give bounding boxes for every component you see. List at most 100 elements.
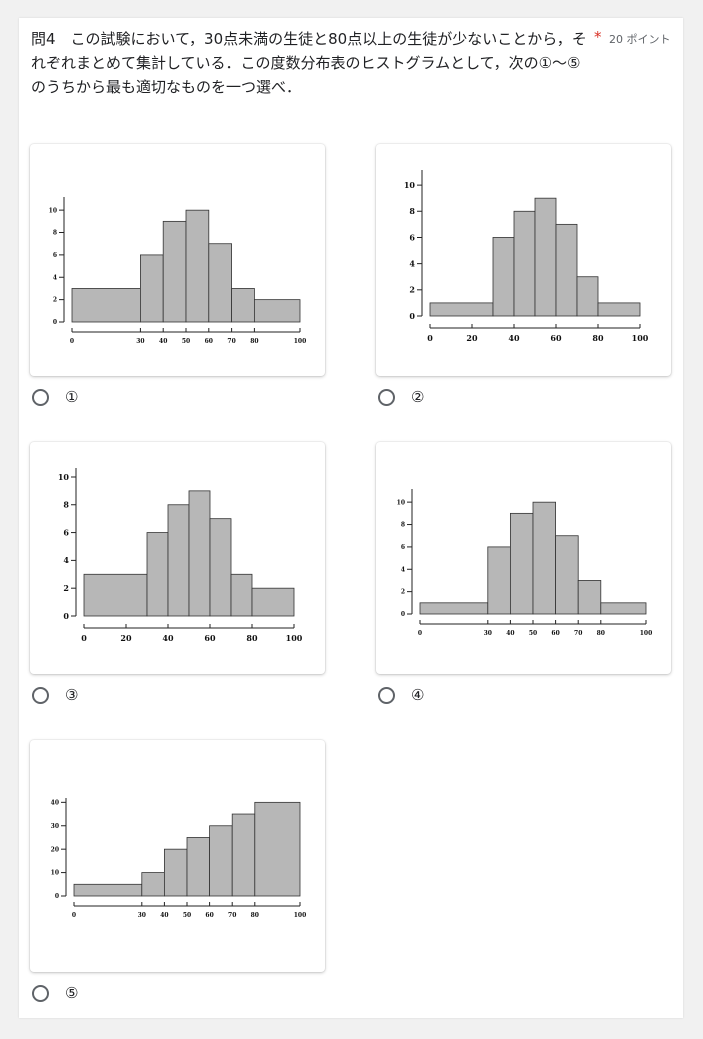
x-tick-label: 30 bbox=[484, 630, 492, 637]
radio-button[interactable] bbox=[378, 687, 395, 704]
histogram-bar bbox=[576, 276, 599, 317]
x-tick-label: 100 bbox=[286, 633, 303, 643]
y-tick-label: 2 bbox=[63, 583, 69, 593]
x-tick-label: 60 bbox=[205, 338, 213, 345]
x-tick-label: 60 bbox=[205, 912, 213, 919]
option-label: ⑤ bbox=[65, 984, 79, 1002]
x-tick-label: 50 bbox=[529, 630, 537, 637]
y-tick-label: 0 bbox=[55, 893, 59, 900]
radio-button[interactable] bbox=[32, 985, 49, 1002]
radio-button[interactable] bbox=[378, 389, 395, 406]
histogram-bar bbox=[71, 288, 141, 323]
x-tick-label: 80 bbox=[250, 338, 258, 345]
y-tick-label: 0 bbox=[53, 319, 57, 326]
x-tick-label: 50 bbox=[183, 912, 191, 919]
histogram-bar bbox=[231, 813, 256, 897]
x-tick-label: 0 bbox=[70, 338, 74, 345]
x-tick-label: 0 bbox=[418, 630, 422, 637]
x-tick-label: 80 bbox=[597, 630, 605, 637]
y-tick-label: 2 bbox=[401, 589, 405, 596]
y-tick-label: 40 bbox=[51, 799, 59, 806]
histogram-bar bbox=[186, 837, 211, 897]
x-tick-label: 70 bbox=[227, 338, 235, 345]
x-tick-label: 40 bbox=[506, 630, 514, 637]
histogram-bar bbox=[167, 504, 190, 617]
x-tick-label: 70 bbox=[228, 912, 236, 919]
x-tick-label: 60 bbox=[551, 630, 559, 637]
option-label: ① bbox=[65, 388, 79, 406]
histogram-bar bbox=[555, 535, 579, 615]
histogram-bar bbox=[208, 243, 233, 323]
histogram-bar bbox=[534, 197, 557, 317]
x-tick-label: 40 bbox=[159, 338, 167, 345]
y-tick-label: 8 bbox=[63, 500, 69, 510]
histogram-bar bbox=[253, 299, 301, 323]
radio-button[interactable] bbox=[32, 687, 49, 704]
x-tick-label: 30 bbox=[136, 338, 144, 345]
x-tick-label: 100 bbox=[632, 333, 649, 343]
x-tick-label: 60 bbox=[204, 633, 216, 643]
required-asterisk: * bbox=[594, 28, 602, 46]
y-tick-label: 6 bbox=[53, 252, 57, 259]
x-tick-label: 50 bbox=[182, 338, 190, 345]
histogram-bar bbox=[532, 501, 557, 615]
histogram-bar bbox=[188, 490, 211, 617]
histogram-bar bbox=[492, 237, 515, 317]
y-tick-label: 30 bbox=[51, 823, 59, 830]
y-tick-label: 10 bbox=[49, 207, 57, 214]
x-tick-label: 80 bbox=[246, 633, 258, 643]
option-2-image: 0 2 4 6 8 10 0 20 40 60 80 100 bbox=[376, 144, 671, 376]
histogram-bar bbox=[254, 801, 301, 897]
points-label: 20 ポイント bbox=[609, 33, 671, 46]
x-tick-label: 80 bbox=[251, 912, 259, 919]
y-tick-label: 0 bbox=[63, 611, 69, 621]
x-tick-label: 40 bbox=[160, 912, 168, 919]
histogram-bar bbox=[231, 288, 255, 323]
y-tick-label: 8 bbox=[409, 206, 415, 216]
y-tick-label: 4 bbox=[409, 258, 415, 268]
histogram-bar bbox=[162, 220, 187, 323]
histogram-bar bbox=[83, 573, 148, 617]
x-tick-label: 0 bbox=[72, 912, 76, 919]
y-tick-label: 6 bbox=[63, 527, 69, 537]
x-tick-label: 100 bbox=[294, 912, 307, 919]
histogram-bar bbox=[487, 546, 511, 615]
question-text: 問4 この試験において，30点未満の生徒と80点以上の生徒が少ないことから，それ… bbox=[31, 30, 587, 96]
y-tick-label: 6 bbox=[401, 544, 405, 551]
x-tick-label: 100 bbox=[640, 630, 653, 637]
histogram-bar bbox=[509, 512, 534, 615]
x-tick-label: 80 bbox=[592, 333, 604, 343]
x-tick-label: 0 bbox=[81, 633, 87, 643]
histogram-bar bbox=[209, 825, 233, 897]
histogram-chart-5: 0 10 20 30 40 0 30 40 50 60 70 80 100 bbox=[51, 798, 307, 919]
y-tick-label: 8 bbox=[53, 230, 57, 237]
histogram-bar bbox=[230, 573, 253, 617]
x-tick-label: 20 bbox=[466, 333, 478, 343]
y-tick-label: 10 bbox=[404, 180, 416, 190]
option-3-image: 0 2 4 6 8 10 0 20 40 60 80 100 bbox=[30, 442, 325, 674]
histogram-bar bbox=[600, 602, 647, 615]
y-tick-label: 0 bbox=[401, 611, 405, 618]
histogram-bar bbox=[163, 848, 188, 897]
y-tick-label: 10 bbox=[58, 472, 70, 482]
option-1-image: 0 2 4 6 8 10 0 30 40 50 60 70 80 100 bbox=[30, 144, 325, 376]
x-tick-label: 40 bbox=[162, 633, 174, 643]
y-tick-label: 8 bbox=[401, 522, 405, 529]
y-tick-label: 2 bbox=[409, 285, 415, 295]
radio-button[interactable] bbox=[32, 389, 49, 406]
histogram-bar bbox=[146, 532, 169, 617]
histogram-bar bbox=[419, 602, 489, 615]
histogram-bar bbox=[209, 518, 232, 617]
y-tick-label: 10 bbox=[397, 499, 405, 506]
histogram-bar bbox=[513, 210, 536, 317]
y-tick-label: 2 bbox=[53, 297, 57, 304]
histogram-bar bbox=[185, 209, 210, 323]
y-tick-label: 10 bbox=[51, 870, 59, 877]
x-tick-label: 20 bbox=[120, 633, 132, 643]
x-tick-label: 60 bbox=[550, 333, 562, 343]
histogram-bar bbox=[141, 872, 165, 897]
